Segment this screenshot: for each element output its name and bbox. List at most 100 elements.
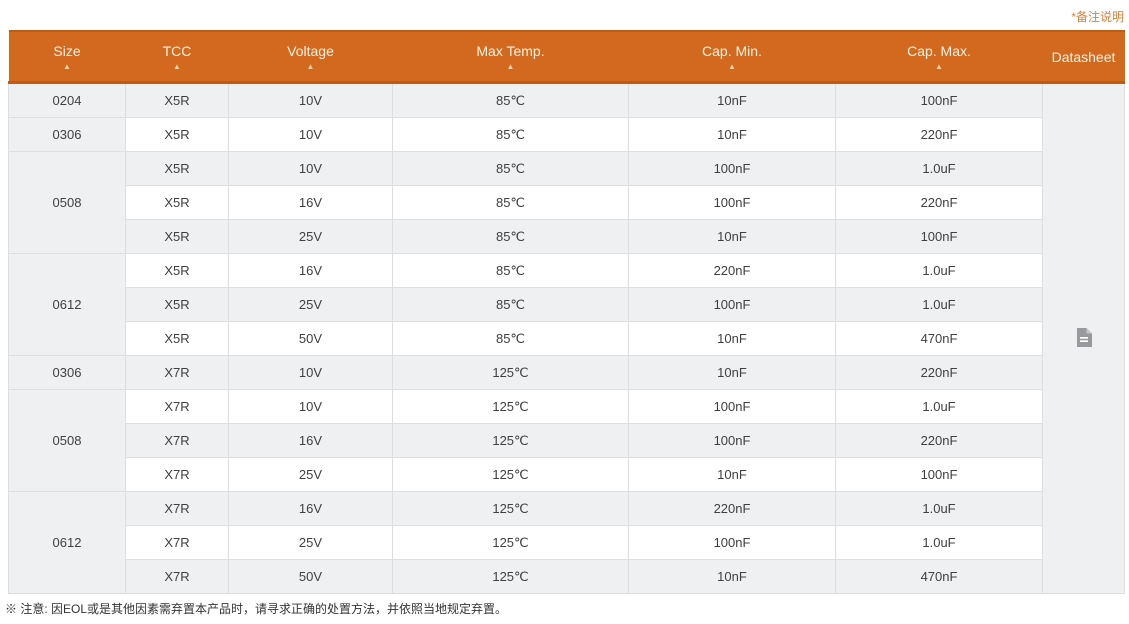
- file-text-icon: [1076, 327, 1092, 347]
- cell-voltage: 10V: [228, 151, 393, 186]
- column-header-max_temp[interactable]: Max Temp. ▲: [392, 30, 629, 84]
- cell-cap_max: 470nF: [835, 559, 1043, 594]
- cell-cap_min: 100nF: [628, 185, 836, 220]
- sort-asc-icon[interactable]: ▲: [173, 61, 181, 71]
- cell-max_temp: 125℃: [392, 457, 629, 492]
- cell-tcc: X7R: [125, 355, 229, 390]
- cell-voltage: 50V: [228, 321, 393, 356]
- column-header-datasheet: Datasheet: [1042, 30, 1125, 84]
- cell-cap_max: 220nF: [835, 355, 1043, 390]
- cell-max_temp: 125℃: [392, 423, 629, 458]
- table-row: X7R 16V 125℃ 100nF 220nF: [9, 423, 1125, 458]
- table-row: X5R 50V 85℃ 10nF 470nF: [9, 321, 1125, 356]
- cell-cap_max: 1.0uF: [835, 287, 1043, 322]
- cell-voltage: 10V: [228, 117, 393, 152]
- cell-voltage: 25V: [228, 525, 393, 560]
- cell-cap_max: 220nF: [835, 423, 1043, 458]
- cell-max_temp: 85℃: [392, 219, 629, 254]
- cell-max_temp: 85℃: [392, 185, 629, 220]
- cell-tcc: X7R: [125, 423, 229, 458]
- table-row: X5R 25V 85℃ 100nF 1.0uF: [9, 287, 1125, 322]
- cell-cap_max: 1.0uF: [835, 151, 1043, 186]
- cell-size: 0306: [8, 355, 126, 390]
- cell-voltage: 10V: [228, 355, 393, 390]
- cell-tcc: X5R: [125, 321, 229, 356]
- cell-voltage: 25V: [228, 287, 393, 322]
- table-body: 0204 X5R 10V 85℃ 10nF 100nF 0306 X5R 10V 85℃ 10nF…: [8, 82, 1125, 594]
- cell-cap_max: 100nF: [835, 219, 1043, 254]
- cell-voltage: 16V: [228, 423, 393, 458]
- cell-cap_min: 10nF: [628, 82, 836, 118]
- table-row: 0204 X5R 10V 85℃ 10nF 100nF: [8, 82, 1125, 594]
- cell-voltage: 10V: [228, 82, 393, 118]
- cell-tcc: X5R: [125, 287, 229, 322]
- cell-max_temp: 85℃: [392, 117, 629, 152]
- cell-cap_min: 100nF: [628, 525, 836, 560]
- cell-max_temp: 85℃: [392, 82, 629, 118]
- eol-disposal-footnote: ※ 注意: 因EOL或是其他因素需弃置本产品时，请寻求正确的处置方法，并依照当地…: [5, 602, 508, 616]
- column-header-cap_max[interactable]: Cap. Max. ▲: [835, 30, 1043, 84]
- cell-max_temp: 85℃: [392, 321, 629, 356]
- cell-voltage: 10V: [228, 389, 393, 424]
- sort-asc-icon[interactable]: ▲: [306, 61, 315, 71]
- cell-cap_max: 100nF: [835, 457, 1043, 492]
- cell-tcc: X5R: [125, 219, 229, 254]
- cell-cap_min: 10nF: [628, 457, 836, 492]
- sort-asc-icon[interactable]: ▲: [506, 61, 515, 71]
- cell-voltage: 16V: [228, 185, 393, 220]
- table-row: X7R 50V 125℃ 10nF 470nF: [9, 559, 1125, 594]
- cell-tcc: X5R: [125, 117, 229, 152]
- cell-cap_max: 1.0uF: [835, 389, 1043, 424]
- cell-cap_max: 1.0uF: [835, 253, 1043, 288]
- cell-cap_min: 220nF: [628, 491, 836, 526]
- table-row: X5R 25V 85℃ 10nF 100nF: [9, 219, 1125, 254]
- cell-cap_min: 10nF: [628, 117, 836, 152]
- sort-asc-icon[interactable]: ▲: [728, 61, 736, 71]
- cell-voltage: 50V: [228, 559, 393, 594]
- cell-tcc: X5R: [125, 82, 229, 118]
- cell-voltage: 16V: [228, 491, 393, 526]
- cell-voltage: 16V: [228, 253, 393, 288]
- cell-max_temp: 85℃: [392, 253, 629, 288]
- column-label: TCC: [162, 42, 192, 59]
- column-header-tcc[interactable]: TCC ▲: [125, 30, 229, 84]
- cell-cap_max: 220nF: [835, 185, 1043, 220]
- cell-cap_max: 470nF: [835, 321, 1043, 356]
- cell-max_temp: 125℃: [392, 389, 629, 424]
- cell-cap_min: 10nF: [628, 355, 836, 390]
- column-header-voltage[interactable]: Voltage ▲: [228, 30, 393, 84]
- cell-tcc: X5R: [125, 253, 229, 288]
- cell-max_temp: 85℃: [392, 287, 629, 322]
- column-label: Max Temp.: [476, 42, 545, 59]
- cell-max_temp: 125℃: [392, 491, 629, 526]
- sort-asc-icon[interactable]: ▲: [63, 61, 71, 71]
- cell-cap_min: 100nF: [628, 151, 836, 186]
- sort-asc-icon[interactable]: ▲: [935, 61, 943, 71]
- cell-tcc: X7R: [125, 457, 229, 492]
- table-row: 0306 X5R 10V 85℃ 10nF 220nF: [8, 117, 1125, 152]
- cell-max_temp: 125℃: [392, 559, 629, 594]
- cell-max_temp: 85℃: [392, 151, 629, 186]
- table-header-row: Size ▲ TCC ▲ Voltage ▲ Max Temp. ▲ Cap. Min. ▲ Cap…: [8, 30, 1125, 84]
- cell-size: 0612: [8, 253, 126, 356]
- cell-datasheet: [1042, 82, 1125, 594]
- remarks-note-link[interactable]: *备注说明: [1071, 10, 1124, 24]
- table-row: X7R 25V 125℃ 100nF 1.0uF: [9, 525, 1125, 560]
- cell-voltage: 25V: [228, 457, 393, 492]
- cell-cap_min: 100nF: [628, 389, 836, 424]
- cell-cap_max: 220nF: [835, 117, 1043, 152]
- datasheet-download-button[interactable]: [1076, 327, 1092, 347]
- cell-size: 0508: [8, 151, 126, 254]
- cell-tcc: X5R: [125, 185, 229, 220]
- cell-cap_min: 10nF: [628, 219, 836, 254]
- cell-size: 0306: [8, 117, 126, 152]
- column-header-cap_min[interactable]: Cap. Min. ▲: [628, 30, 836, 84]
- column-header-size[interactable]: Size ▲: [8, 30, 126, 84]
- table-row: 0508 X5R 10V 85℃ 100nF 1.0uF: [8, 151, 1125, 254]
- cell-cap_max: 1.0uF: [835, 491, 1043, 526]
- cell-voltage: 25V: [228, 219, 393, 254]
- column-label: Cap. Max.: [907, 42, 971, 59]
- cell-cap_min: 10nF: [628, 559, 836, 594]
- cell-size: 0612: [8, 491, 126, 594]
- table-row: 0612 X5R 16V 85℃ 220nF 1.0uF: [8, 253, 1125, 356]
